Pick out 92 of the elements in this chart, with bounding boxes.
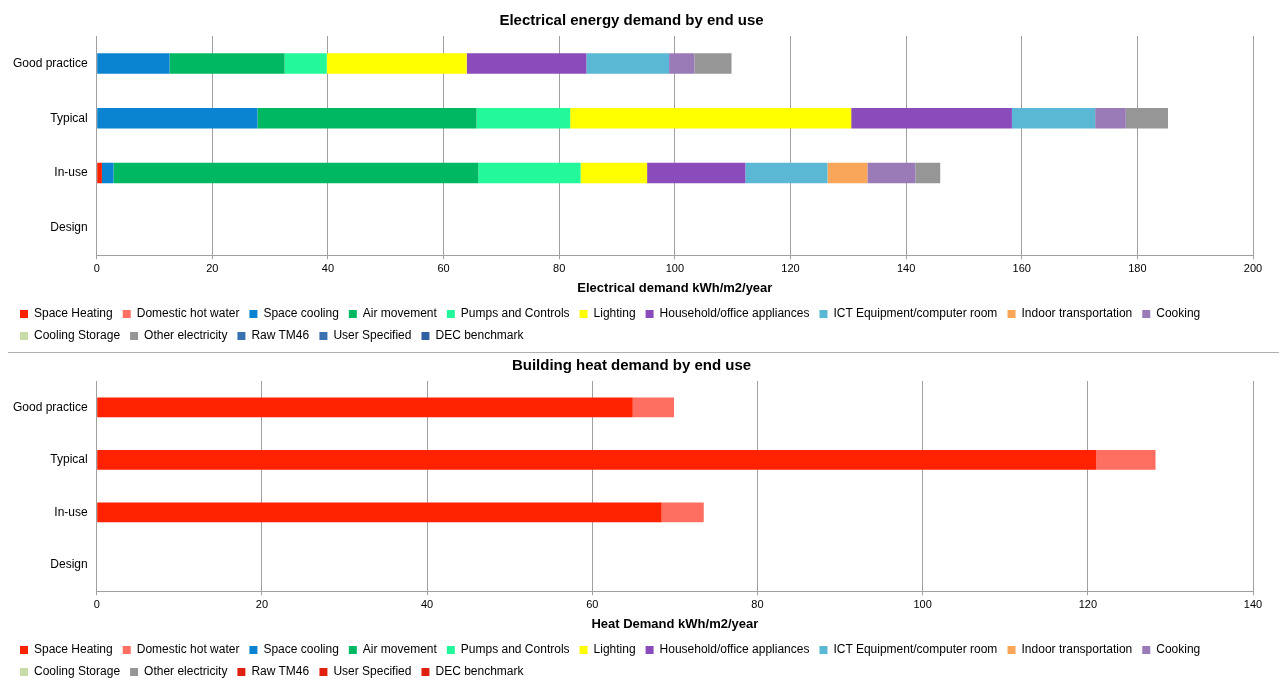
x-axis-title: Electrical demand kWh/m2/year [577,279,773,295]
legend-label: Cooling Storage [34,328,121,343]
x-tick-label: 140 [1243,597,1263,610]
legend-label: Cooking [1156,306,1201,321]
legend-label: Pumps and Controls [460,642,570,657]
legend-label: DEC benchmark [435,664,525,679]
x-tick-label: 160 [1012,261,1031,274]
bar [827,162,868,184]
x-tick-label: 0 [93,261,100,274]
bar [1011,107,1096,129]
x-tick-label: 40 [321,261,335,274]
bar [113,162,479,184]
chart-title: Electrical energy demand by end use [499,11,764,29]
y-tick-label: Typical [50,110,88,125]
legend-label: Other electricity [144,664,228,679]
x-tick-label: 80 [751,597,764,610]
y-tick-label: Design [50,220,88,235]
x-tick-label: 20 [206,261,219,274]
legend-label: Pumps and Controls [460,306,570,321]
bar [586,53,670,74]
bar [851,107,1012,129]
legend-label: Space cooling [263,306,339,321]
legend-label: ICT Equipment/computer room [833,642,998,657]
x-tick-label: 100 [665,261,685,274]
legend-label: Domestic hot water [136,306,240,321]
bar [169,53,285,74]
bar [661,502,704,523]
bar [97,53,170,74]
legend-label: Household/office appliances [659,306,810,321]
x-tick-label: 40 [420,597,434,610]
x-tick-label: 0 [93,597,100,610]
y-tick-label: Typical [50,452,88,467]
y-tick-label: Good practice [12,399,89,414]
chart-title: Building heat demand by end use [511,356,752,374]
bar [476,107,571,129]
bar [257,107,477,129]
bar [97,107,258,129]
legend-label: DEC benchmark [435,328,525,343]
bar [632,397,675,418]
bar [580,162,648,184]
bar [1095,107,1126,129]
y-tick-label: In-use [54,504,89,519]
legend-label: Household/office appliances [659,642,810,657]
x-tick-label: 120 [781,261,800,274]
x-tick-label: 180 [1128,261,1147,274]
x-tick-label: 80 [553,261,566,274]
bar [478,162,581,184]
bar [1096,449,1156,470]
x-tick-label: 20 [255,597,269,610]
bar [326,53,467,74]
bar [466,53,587,74]
legend-label: Domestic hot water [136,642,240,657]
bar [97,502,662,523]
bar [745,162,828,184]
x-axis-title: Heat Demand kWh/m2/year [591,615,759,631]
bar [570,107,852,129]
x-tick-label: 100 [913,597,932,610]
bar [97,162,102,184]
legend-label: Air movement [362,306,438,321]
bar [97,397,633,418]
x-tick-label: 60 [437,261,450,274]
legend-label: Space cooling [263,642,339,657]
legend-label: User Specified [333,664,412,679]
bar [915,162,941,184]
legend-label: Indoor transportation [1021,642,1133,657]
legend-label: Air movement [362,642,438,657]
bar [647,162,746,184]
legend-label: ICT Equipment/computer room [833,306,998,321]
legend-label: Other electricity [144,328,228,343]
y-tick-label: Good practice [12,55,89,70]
bar [97,449,1097,470]
bar [669,53,695,74]
legend-label: Cooking [1156,642,1201,657]
legend-label: Lighting [593,306,636,321]
legend-label: Space Heating [34,306,113,321]
legend-label: Raw TM46 [251,664,310,679]
legend-label: Indoor transportation [1021,306,1133,321]
legend-label: User Specified [333,328,412,343]
x-tick-label: 60 [586,597,599,610]
legend-label: Space Heating [34,642,113,657]
bar [284,53,327,74]
x-tick-label: 200 [1243,261,1263,274]
x-tick-label: 120 [1078,597,1097,610]
legend-label: Raw TM46 [251,328,310,343]
x-tick-label: 140 [896,261,916,274]
bar [867,162,916,184]
y-tick-label: In-use [54,165,89,180]
legend-label: Lighting [593,642,636,657]
bar [694,53,732,74]
bar [101,162,114,184]
legend-label: Cooling Storage [34,664,121,679]
y-tick-label: Design [50,557,88,572]
